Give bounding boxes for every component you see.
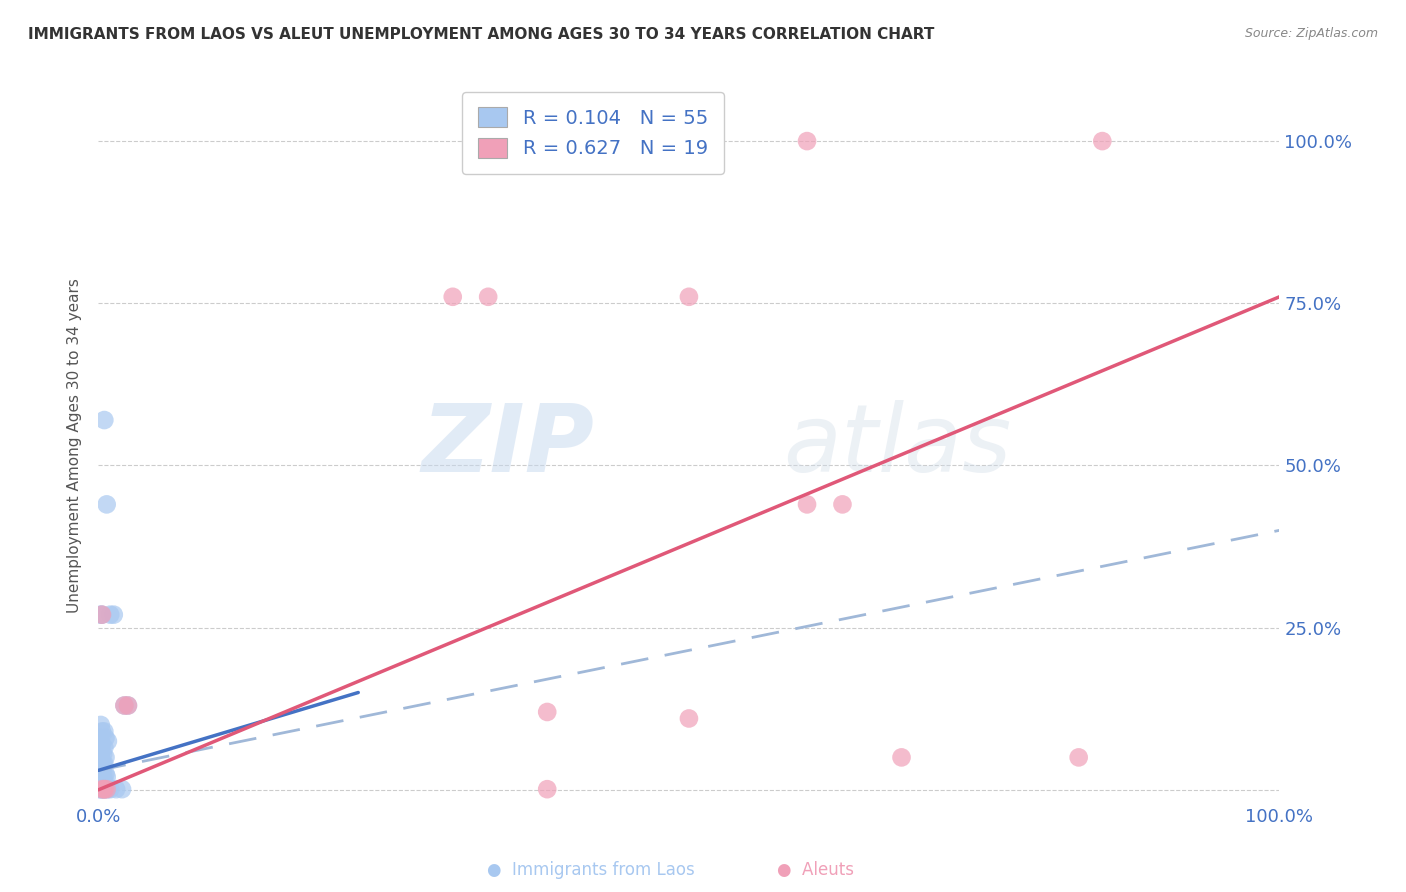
Text: IMMIGRANTS FROM LAOS VS ALEUT UNEMPLOYMENT AMONG AGES 30 TO 34 YEARS CORRELATION: IMMIGRANTS FROM LAOS VS ALEUT UNEMPLOYME… <box>28 27 935 42</box>
Point <box>94 731 117 745</box>
Point <box>91 764 114 778</box>
Text: ●  Immigrants from Laos: ● Immigrants from Laos <box>486 861 695 879</box>
Point <box>91 607 114 622</box>
Y-axis label: Unemployment Among Ages 30 to 34 years: Unemployment Among Ages 30 to 34 years <box>67 278 83 614</box>
Point <box>91 766 114 780</box>
Point <box>91 780 114 794</box>
Point <box>89 754 111 768</box>
Point <box>93 782 115 797</box>
Point <box>91 738 114 752</box>
Point <box>112 698 135 713</box>
Point <box>111 782 134 797</box>
Point <box>91 782 114 797</box>
Point <box>796 497 818 511</box>
Point <box>98 782 121 797</box>
Point <box>831 497 853 511</box>
Point <box>91 724 114 739</box>
Point <box>890 750 912 764</box>
Point <box>90 770 112 784</box>
Point <box>112 698 135 713</box>
Point <box>91 756 114 771</box>
Point <box>89 744 111 758</box>
Point <box>89 780 111 794</box>
Point <box>90 718 112 732</box>
Point <box>91 782 114 797</box>
Point <box>90 738 112 752</box>
Legend: R = 0.104   N = 55, R = 0.627   N = 19: R = 0.104 N = 55, R = 0.627 N = 19 <box>463 92 724 174</box>
Point <box>796 134 818 148</box>
Point <box>90 776 112 790</box>
Point <box>96 497 118 511</box>
Point <box>536 782 558 797</box>
Point <box>93 724 115 739</box>
Point <box>90 754 112 768</box>
Point <box>91 773 114 788</box>
Point <box>96 782 118 797</box>
Point <box>98 607 121 622</box>
Point <box>90 747 112 761</box>
Point <box>97 782 120 797</box>
Point <box>91 776 114 790</box>
Point <box>90 607 112 622</box>
Point <box>94 766 117 780</box>
Text: ZIP: ZIP <box>422 400 595 492</box>
Point <box>91 773 114 788</box>
Point <box>678 711 700 725</box>
Point <box>477 290 499 304</box>
Point <box>94 750 117 764</box>
Point <box>90 780 112 794</box>
Text: ●  Aleuts: ● Aleuts <box>778 861 853 879</box>
Point <box>97 734 120 748</box>
Point <box>93 773 115 788</box>
Point <box>91 776 114 790</box>
Point <box>105 782 128 797</box>
Point <box>89 731 111 745</box>
Point <box>90 764 112 778</box>
Point <box>93 756 115 771</box>
Point <box>91 747 114 761</box>
Point <box>93 782 115 797</box>
Point <box>441 290 464 304</box>
Point <box>96 770 118 784</box>
Point <box>678 290 700 304</box>
Point <box>89 770 111 784</box>
Point <box>93 782 115 797</box>
Point <box>117 698 139 713</box>
Point <box>93 780 115 794</box>
Point <box>536 705 558 719</box>
Point <box>90 782 112 797</box>
Point <box>89 760 111 774</box>
Text: Source: ZipAtlas.com: Source: ZipAtlas.com <box>1244 27 1378 40</box>
Point <box>89 776 111 790</box>
Point <box>1067 750 1090 764</box>
Point <box>93 740 115 755</box>
Point <box>94 782 117 797</box>
Point <box>89 782 111 797</box>
Point <box>91 607 114 622</box>
Point <box>91 782 114 797</box>
Point <box>91 756 114 771</box>
Point <box>93 413 115 427</box>
Point <box>1091 134 1114 148</box>
Point <box>117 698 139 713</box>
Text: atlas: atlas <box>783 401 1012 491</box>
Point <box>103 607 125 622</box>
